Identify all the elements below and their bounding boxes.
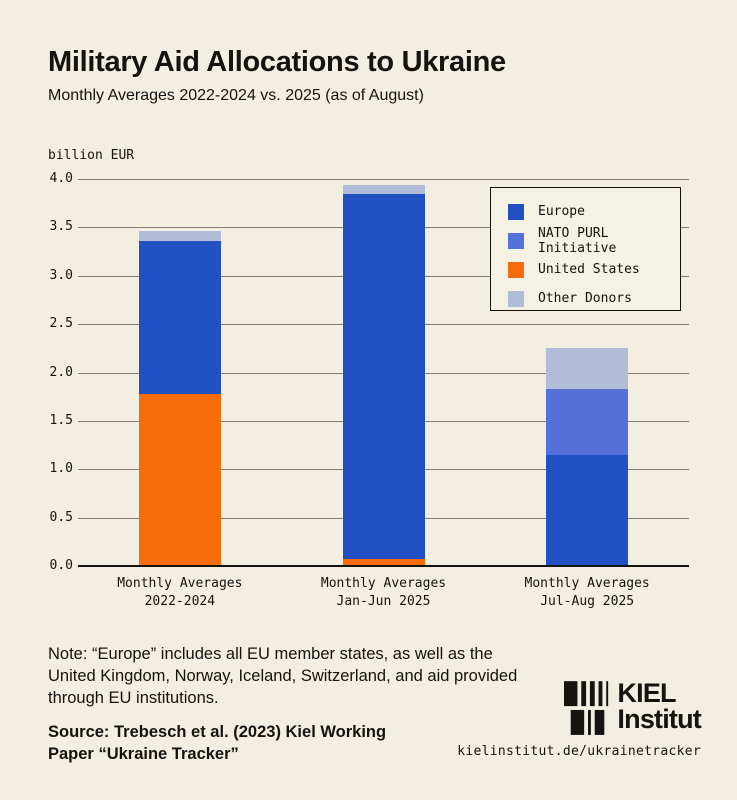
website-url: kielinstitut.de/ukrainetracker [457,744,701,759]
x-axis-label: Monthly Averages Jul-Aug 2025 [524,576,650,609]
bar-segment-other-donors [342,184,425,194]
bar-segment-other-donors [138,231,221,241]
y-axis-tick-label: 2.5 [49,316,73,332]
bar-segment-united-states [342,559,425,566]
legend-label: United States [538,262,640,277]
legend-swatch-other-donors [508,290,524,307]
x-axis-label: Monthly Averages 2022-2024 [117,576,243,609]
logo-text-kiel: KIEL [617,678,676,708]
y-axis-tick-label: 2.0 [49,364,73,380]
stacked-bar [546,179,629,566]
bar-segment-nato-purl-initiative [546,388,629,455]
kiel-institut-logo: KIEL Institut [564,678,702,742]
legend-label: Other Donors [538,291,632,306]
page-title: Military Aid Allocations to Ukraine [48,46,506,78]
bar-segment-europe [342,193,425,560]
logo-bars-icon [564,681,612,742]
stacked-bar [342,179,425,566]
y-axis-tick-label: 1.5 [49,413,73,429]
legend-item: United States [508,257,680,282]
x-axis-label: Monthly Averages Jan-Jun 2025 [320,576,447,609]
y-axis-tick-label: 3.5 [49,219,73,235]
bar-segment-europe [546,454,629,566]
bar-segment-other-donors [546,348,629,389]
legend-swatch-united-states [508,261,524,278]
legend-item: Europe [508,199,680,224]
chart-plot-area: 0.0 0.5 1.0 1.5 2.0 2.5 3.0 3.5 4.0 Monthly Avera… [50,171,689,609]
source-text: Source: Trebesch et al. (2023) Kiel Work… [48,723,387,763]
legend-item: Other Donors [508,286,680,311]
chart-legend: Europe NATO PURL Initiative United States O… [490,187,681,311]
bar-segment-europe [138,240,221,394]
logo-text-institut: Institut [617,703,701,734]
x-axis-line [78,565,689,567]
legend-item: NATO PURL Initiative [508,225,680,256]
y-axis-tick-label: 1.0 [49,461,73,477]
y-axis-tick-label: 4.0 [49,171,73,187]
stacked-bar [138,179,221,566]
y-axis-tick-label: 3.0 [49,267,73,283]
logo-text: KIEL Institut [617,678,701,734]
legend-swatch-nato-purl-initiative [508,232,524,249]
page-subtitle: Monthly Averages 2022-2024 vs. 2025 (as … [48,87,424,104]
note-text: Note: “Europe” includes all EU member st… [48,645,518,707]
legend-swatch-europe [508,203,524,220]
y-axis-tick-label: 0.0 [49,558,73,574]
legend-label: Europe [538,204,585,219]
y-axis-unit-label: billion EUR [48,148,135,163]
bar-segment-united-states [138,393,221,566]
y-axis-tick-label: 0.5 [49,509,73,525]
gridline [78,179,689,180]
legend-label: NATO PURL Initiative [538,225,617,256]
